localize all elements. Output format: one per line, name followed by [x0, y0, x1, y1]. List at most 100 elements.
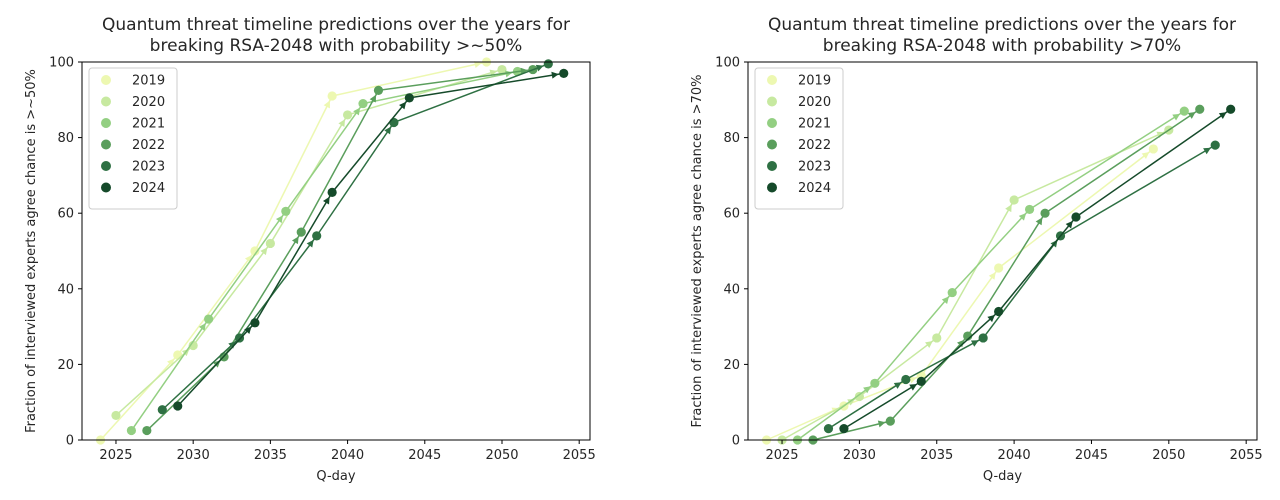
series-2020-arrowhead [925, 340, 933, 348]
series-2022-segment [1044, 108, 1201, 214]
y-tick-label: 60 [723, 207, 740, 222]
series-2021-segment [874, 292, 953, 384]
legend-marker-2019 [767, 75, 777, 85]
series-2021-arrowhead [275, 215, 283, 224]
data-point-2023 [901, 374, 911, 385]
series-2020-arrowhead [338, 119, 346, 128]
x-tick-label: 2040 [331, 448, 364, 463]
series-2022-segment [300, 89, 380, 233]
series-2024 [173, 68, 569, 411]
series-2024-segment [409, 72, 564, 99]
x-tick-label: 2055 [1230, 448, 1263, 463]
data-point-2021 [947, 287, 957, 298]
series-2024-arrowhead [323, 196, 330, 205]
series-2021-arrowhead [1172, 113, 1181, 121]
y-tick-label: 80 [723, 131, 740, 146]
legend-label-2022: 2022 [798, 138, 831, 153]
series-2022-arrowhead [957, 339, 965, 348]
series-2023-segment [905, 337, 984, 381]
data-point-2024 [1226, 104, 1236, 114]
data-point-2024 [839, 424, 849, 434]
series-2023 [157, 59, 553, 415]
y-tick-label: 100 [49, 56, 74, 71]
data-point-2024 [250, 318, 260, 328]
data-point-2019 [327, 91, 337, 101]
legend-label-2020: 2020 [132, 95, 165, 110]
data-point-2024 [994, 306, 1004, 317]
series-2024-segment [920, 310, 1000, 382]
x-axis-label: Q-day [316, 469, 356, 484]
series-2023-arrowhead [893, 382, 902, 389]
series-2019-arrowhead [988, 272, 996, 280]
data-point-2020 [854, 391, 864, 402]
series-2021-segment [797, 382, 876, 441]
series-2020-arrowhead [847, 398, 856, 406]
legend: 2019 2020 2021 2022 2023 2024 [754, 67, 844, 210]
x-tick-label: 2025 [765, 448, 798, 463]
series-2019-arrowhead [908, 376, 917, 384]
legend-label-2021: 2021 [132, 117, 165, 132]
chart-right: Quantum threat timeline predictions over… [690, 15, 1263, 484]
x-tick-label: 2040 [998, 448, 1031, 463]
series-2023-arrowhead [306, 239, 314, 248]
y-tick-label: 0 [66, 434, 74, 449]
legend-label-2022: 2022 [132, 138, 165, 153]
y-tick-label: 60 [57, 207, 74, 222]
legend-label-2023: 2023 [798, 160, 831, 175]
series-2024 [839, 104, 1236, 434]
series-2022-arrowhead [1035, 217, 1043, 226]
data-point-2019 [250, 246, 260, 256]
legend-label-2024: 2024 [798, 181, 831, 196]
series-2021-segment [130, 318, 210, 431]
series-2023-arrowhead [228, 341, 236, 349]
series-2020-segment [192, 242, 271, 346]
data-point-2023 [234, 333, 245, 343]
x-axis-label: Q-day [983, 469, 1023, 484]
plot-frame [747, 61, 1258, 441]
legend-label-2024: 2024 [132, 181, 165, 196]
series-2021-arrowhead [1018, 213, 1027, 221]
series-2024-segment [843, 380, 922, 430]
series-2024-segment [998, 216, 1077, 312]
series-2020-segment [936, 199, 1015, 339]
series-2019-segment [99, 354, 179, 441]
series-2019-arrowhead [1141, 151, 1150, 160]
data-point-2020 [188, 340, 198, 351]
series-2021-arrowhead [353, 107, 361, 116]
data-point-2021 [358, 98, 368, 109]
data-point-2020 [265, 238, 275, 249]
y-tick-label: 20 [723, 358, 740, 373]
data-point-2024 [559, 68, 569, 78]
data-point-2021 [281, 206, 291, 216]
series-2023-arrowhead [384, 126, 392, 135]
legend-marker-2021 [767, 118, 777, 128]
data-point-2021 [1179, 106, 1189, 116]
x-tick-label: 2050 [485, 448, 518, 463]
legend-marker-2020 [101, 96, 111, 107]
series-2021-segment [362, 70, 518, 105]
data-point-2020 [497, 64, 507, 75]
series-2021-arrowhead [198, 323, 206, 331]
data-point-2019 [994, 263, 1004, 273]
legend: 2019 2020 2021 2022 2023 2024 [88, 67, 178, 210]
legend-marker-2024 [767, 182, 777, 193]
data-point-2024 [327, 187, 337, 198]
series-2023-segment [982, 235, 1062, 339]
legend-marker-2020 [767, 96, 777, 107]
y-axis-label: Fraction of interviewed experts agree ch… [690, 75, 705, 428]
series-2023-segment [1060, 144, 1216, 237]
series-2021-arrowhead [941, 296, 949, 304]
y-tick-label: 100 [715, 56, 740, 71]
series-2024-segment [177, 322, 256, 407]
series-2022-arrowhead [1187, 112, 1196, 119]
chart-left: Quantum threat timeline predictions over… [24, 15, 596, 484]
series-2022-segment [378, 68, 533, 92]
data-point-2024 [173, 401, 183, 411]
series-2024-arrowhead [399, 101, 407, 110]
data-point-2024 [1071, 212, 1081, 222]
data-point-2020 [1009, 195, 1019, 205]
chart-title-line: breaking RSA-2048 with probability >70% [823, 36, 1181, 56]
series-2023-arrowhead [1203, 147, 1211, 155]
y-tick-label: 80 [57, 131, 74, 146]
legend-marker-2022 [101, 139, 111, 150]
